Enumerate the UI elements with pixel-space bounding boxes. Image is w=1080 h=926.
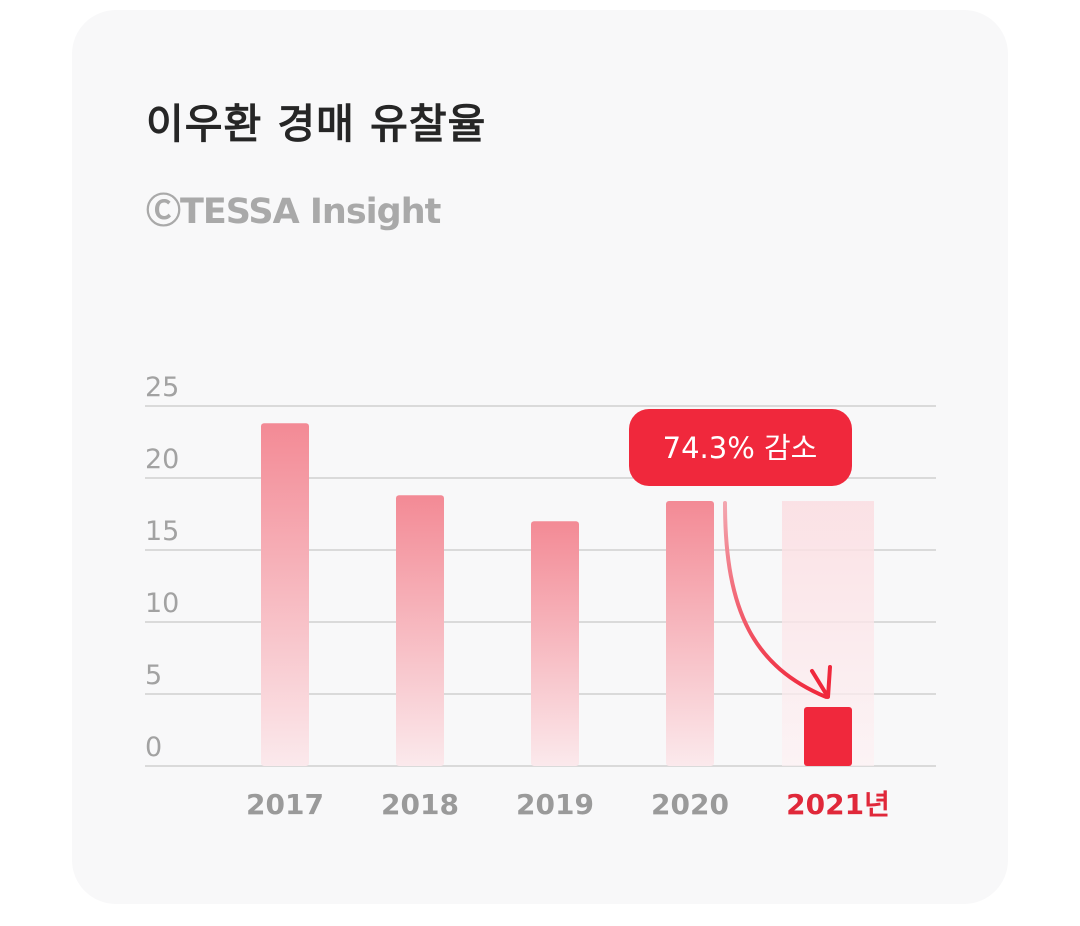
x-tick-label: 2020 [651, 788, 729, 821]
bars [261, 423, 874, 766]
y-tick-label: 20 [145, 444, 179, 475]
chart-source: ⒸTESSA Insight [146, 192, 441, 232]
bar [666, 501, 714, 766]
decrease-badge [629, 409, 852, 486]
x-axis-labels: 2017 2018 2019 2020 2021년 [246, 788, 890, 821]
y-tick-label: 5 [145, 660, 162, 691]
chart-title: 이우환 경매 유찰율 [146, 100, 487, 148]
y-tick-label: 15 [145, 516, 179, 547]
x-tick-label-highlight: 2021년 [786, 788, 890, 821]
bar-highlight [804, 706, 852, 766]
x-tick-label: 2017 [246, 788, 324, 821]
y-tick-label: 0 [145, 732, 162, 763]
bar [396, 495, 444, 766]
arrow-head-icon [810, 664, 832, 699]
y-tick-label: 25 [145, 372, 179, 403]
y-axis-ticks: 0 5 10 15 20 25 [145, 372, 179, 763]
x-tick-label: 2019 [516, 788, 594, 821]
bar [261, 423, 309, 766]
x-tick-label: 2018 [381, 788, 459, 821]
decrease-annotation: 74.3% 감소 [629, 409, 852, 699]
decrease-badge-label: 74.3% 감소 [663, 431, 818, 465]
decrease-arrow [723, 501, 828, 699]
bar [531, 521, 579, 766]
y-tick-label: 10 [145, 588, 179, 619]
